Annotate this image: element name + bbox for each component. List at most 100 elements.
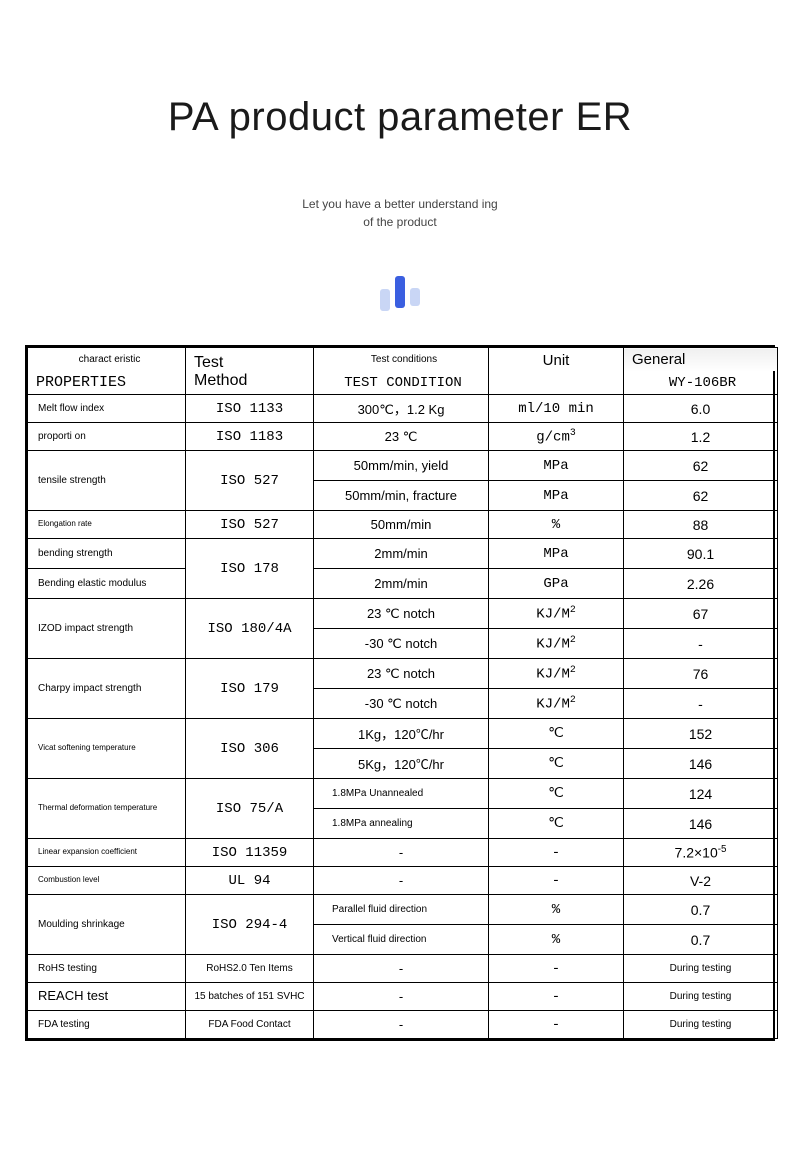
unit-cell: % bbox=[489, 925, 624, 955]
prop-cell: tensile strength bbox=[28, 451, 186, 511]
unit-cell: - bbox=[489, 955, 624, 983]
prop-cell: Moulding shrinkage bbox=[28, 895, 186, 955]
method-cell: ISO 1183 bbox=[186, 423, 314, 451]
value-cell: 0.7 bbox=[624, 895, 778, 925]
value-cell: V-2 bbox=[624, 867, 778, 895]
prop-cell: bending strength bbox=[28, 539, 186, 569]
method-cell: UL 94 bbox=[186, 867, 314, 895]
hdr-cond-bot: TEST CONDITION bbox=[314, 371, 489, 395]
unit-cell: MPa bbox=[489, 539, 624, 569]
parameter-table: charact eristic TestMethod Test conditio… bbox=[25, 345, 775, 1041]
cond-cell: 23 ℃ notch bbox=[314, 659, 489, 689]
value-cell: 2.26 bbox=[624, 569, 778, 599]
value-cell: - bbox=[624, 689, 778, 719]
method-cell: ISO 527 bbox=[186, 511, 314, 539]
value-cell: 90.1 bbox=[624, 539, 778, 569]
unit-cell: - bbox=[489, 867, 624, 895]
method-cell: ISO 75/A bbox=[186, 779, 314, 839]
prop-cell: Elongation rate bbox=[28, 511, 186, 539]
unit-cell: % bbox=[489, 511, 624, 539]
cond-cell: - bbox=[314, 839, 489, 867]
value-cell: 152 bbox=[624, 719, 778, 749]
unit-cell: % bbox=[489, 895, 624, 925]
unit-cell: ℃ bbox=[489, 779, 624, 809]
value-cell: During testing bbox=[624, 955, 778, 983]
method-cell: RoHS2.0 Ten Items bbox=[186, 955, 314, 983]
page-title: PA product parameter ER bbox=[0, 0, 800, 140]
cond-cell: 23 ℃ notch bbox=[314, 599, 489, 629]
value-cell: 124 bbox=[624, 779, 778, 809]
unit-cell: - bbox=[489, 983, 624, 1011]
method-cell: ISO 179 bbox=[186, 659, 314, 719]
method-cell: ISO 180/4A bbox=[186, 599, 314, 659]
unit-cell: MPa bbox=[489, 451, 624, 481]
cond-cell: 50mm/min, fracture bbox=[314, 481, 489, 511]
cond-cell: 5Kg，120℃/hr bbox=[314, 749, 489, 779]
prop-cell: Linear expansion coefficient bbox=[28, 839, 186, 867]
method-cell: ISO 294-4 bbox=[186, 895, 314, 955]
hdr-prop-bot: PROPERTIES bbox=[28, 371, 186, 395]
cond-cell: 1.8MPa Unannealed bbox=[314, 779, 489, 809]
cond-cell: 2mm/min bbox=[314, 539, 489, 569]
unit-cell: ℃ bbox=[489, 809, 624, 839]
unit-cell: ℃ bbox=[489, 749, 624, 779]
hdr-cond-top: Test conditions bbox=[314, 348, 489, 372]
cond-cell: 23 ℃ bbox=[314, 423, 489, 451]
cond-cell: -30 ℃ notch bbox=[314, 689, 489, 719]
unit-cell: MPa bbox=[489, 481, 624, 511]
prop-cell: FDA testing bbox=[28, 1011, 186, 1039]
value-cell: 76 bbox=[624, 659, 778, 689]
prop-cell: Charpy impact strength bbox=[28, 659, 186, 719]
cond-cell: - bbox=[314, 867, 489, 895]
prop-cell: Combustion level bbox=[28, 867, 186, 895]
hdr-unit: Unit bbox=[489, 348, 624, 395]
method-cell: ISO 527 bbox=[186, 451, 314, 511]
unit-cell: g/cm3 bbox=[489, 423, 624, 451]
hdr-method: TestMethod bbox=[186, 348, 314, 395]
cond-cell: 2mm/min bbox=[314, 569, 489, 599]
unit-cell: - bbox=[489, 839, 624, 867]
cond-cell: 50mm/min, yield bbox=[314, 451, 489, 481]
cond-cell: Parallel fluid direction bbox=[314, 895, 489, 925]
hdr-prop-top: charact eristic bbox=[28, 348, 186, 372]
cond-cell: - bbox=[314, 955, 489, 983]
value-cell: 1.2 bbox=[624, 423, 778, 451]
prop-cell: IZOD impact strength bbox=[28, 599, 186, 659]
unit-cell: - bbox=[489, 1011, 624, 1039]
value-cell: - bbox=[624, 629, 778, 659]
hdr-general: General bbox=[624, 348, 778, 372]
value-cell: 88 bbox=[624, 511, 778, 539]
cond-cell: 1Kg，120℃/hr bbox=[314, 719, 489, 749]
cond-cell: Vertical fluid direction bbox=[314, 925, 489, 955]
value-cell: 6.0 bbox=[624, 395, 778, 423]
value-cell: 146 bbox=[624, 809, 778, 839]
prop-cell: RoHS testing bbox=[28, 955, 186, 983]
unit-cell: KJ/M2 bbox=[489, 689, 624, 719]
method-cell: ISO 1133 bbox=[186, 395, 314, 423]
hdr-model: WY-106BR bbox=[624, 371, 778, 395]
cond-cell: 50mm/min bbox=[314, 511, 489, 539]
value-cell: 62 bbox=[624, 481, 778, 511]
value-cell: During testing bbox=[624, 983, 778, 1011]
unit-cell: ml/10 min bbox=[489, 395, 624, 423]
value-cell: 146 bbox=[624, 749, 778, 779]
prop-cell: Thermal deformation temperature bbox=[28, 779, 186, 839]
value-cell: 67 bbox=[624, 599, 778, 629]
prop-cell: Melt flow index bbox=[28, 395, 186, 423]
page-subtitle: Let you have a better understand ing of … bbox=[300, 195, 500, 231]
cond-cell: 1.8MPa annealing bbox=[314, 809, 489, 839]
method-cell: ISO 306 bbox=[186, 719, 314, 779]
unit-cell: GPa bbox=[489, 569, 624, 599]
cond-cell: -30 ℃ notch bbox=[314, 629, 489, 659]
method-cell: FDA Food Contact bbox=[186, 1011, 314, 1039]
value-cell: 7.2×10-5 bbox=[624, 839, 778, 867]
value-cell: During testing bbox=[624, 1011, 778, 1039]
unit-cell: ℃ bbox=[489, 719, 624, 749]
prop-cell: Bending elastic modulus bbox=[28, 569, 186, 599]
cond-cell: - bbox=[314, 983, 489, 1011]
prop-cell: REACH test bbox=[28, 983, 186, 1011]
method-cell: 15 batches of 151 SVHC bbox=[186, 983, 314, 1011]
value-cell: 0.7 bbox=[624, 925, 778, 955]
cond-cell: 300℃，1.2 Kg bbox=[314, 395, 489, 423]
unit-cell: KJ/M2 bbox=[489, 659, 624, 689]
